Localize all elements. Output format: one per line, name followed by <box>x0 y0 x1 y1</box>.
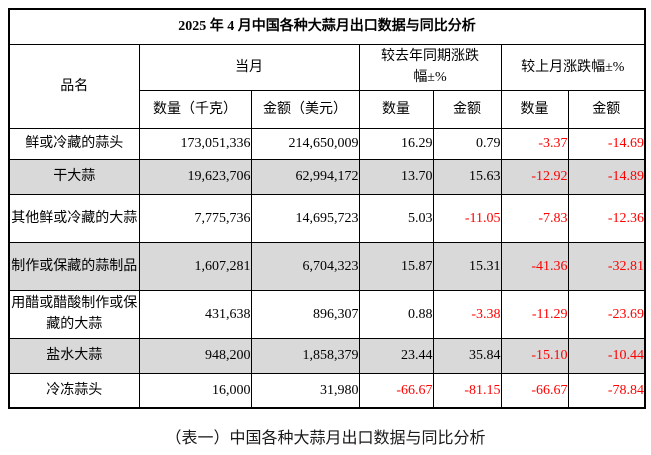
table-title: 2025 年 4 月中国各种大蒜月出口数据与同比分析 <box>8 8 646 45</box>
quantity-kg-cell: 16,000 <box>138 372 252 409</box>
column-header-mom-change: 较上月涨跌幅±% <box>500 43 646 91</box>
amount-usd-cell: 14,695,723 <box>250 193 360 243</box>
product-name-cell: 盐水大蒜 <box>8 337 140 374</box>
amount-usd-cell: 31,980 <box>250 372 360 409</box>
export-data-table: 2025 年 4 月中国各种大蒜月出口数据与同比分析 品名 当月 较去年同期涨跌… <box>8 8 647 409</box>
quantity-kg-cell: 948,200 <box>138 337 252 374</box>
quantity-kg-cell: 431,638 <box>138 289 252 339</box>
quantity-kg-cell: 19,623,706 <box>138 158 252 195</box>
amount-usd-cell: 1,858,379 <box>250 337 360 374</box>
mom-quantity-cell: -41.36 <box>500 241 569 291</box>
mom-quantity-cell: -7.83 <box>500 193 569 243</box>
table-row: 制作或保藏的蒜制品 1,607,281 6,704,323 15.87 15.3… <box>8 241 646 291</box>
mom-quantity-cell: -3.37 <box>500 127 569 160</box>
table-title-row: 2025 年 4 月中国各种大蒜月出口数据与同比分析 <box>8 8 646 45</box>
product-name-cell: 冷冻蒜头 <box>8 372 140 409</box>
column-header-product: 品名 <box>8 43 140 129</box>
yoy-quantity-cell: 15.87 <box>358 241 434 291</box>
mom-amount-cell: -10.44 <box>567 337 646 374</box>
product-name-cell: 用醋或醋酸制作或保藏的大蒜 <box>8 289 140 339</box>
product-name-cell: 其他鲜或冷藏的大蒜 <box>8 193 140 243</box>
yoy-quantity-cell: 0.88 <box>358 289 434 339</box>
yoy-quantity-cell: 5.03 <box>358 193 434 243</box>
mom-amount-cell: -23.69 <box>567 289 646 339</box>
subheader-yoy-quantity: 数量 <box>358 89 434 129</box>
amount-usd-cell: 62,994,172 <box>250 158 360 195</box>
yoy-amount-cell: 35.84 <box>432 337 502 374</box>
mom-quantity-cell: -66.67 <box>500 372 569 409</box>
product-name-cell: 鲜或冷藏的蒜头 <box>8 127 140 160</box>
subheader-amount-usd: 金额（美元） <box>250 89 360 129</box>
amount-usd-cell: 6,704,323 <box>250 241 360 291</box>
quantity-kg-cell: 173,051,336 <box>138 127 252 160</box>
mom-amount-cell: -14.89 <box>567 158 646 195</box>
mom-amount-cell: -14.69 <box>567 127 646 160</box>
subheader-quantity-kg: 数量（千克） <box>138 89 252 129</box>
yoy-quantity-cell: 23.44 <box>358 337 434 374</box>
subheader-yoy-amount: 金额 <box>432 89 502 129</box>
amount-usd-cell: 214,650,009 <box>250 127 360 160</box>
mom-quantity-cell: -11.29 <box>500 289 569 339</box>
yoy-quantity-cell: 16.29 <box>358 127 434 160</box>
table-row: 盐水大蒜 948,200 1,858,379 23.44 35.84 -15.1… <box>8 337 646 374</box>
column-header-current-month: 当月 <box>138 43 360 91</box>
yoy-quantity-cell: -66.67 <box>358 372 434 409</box>
quantity-kg-cell: 1,607,281 <box>138 241 252 291</box>
subheader-mom-amount: 金额 <box>567 89 646 129</box>
table-row: 干大蒜 19,623,706 62,994,172 13.70 15.63 -1… <box>8 158 646 195</box>
yoy-amount-cell: -3.38 <box>432 289 502 339</box>
quantity-kg-cell: 7,775,736 <box>138 193 252 243</box>
table-row: 鲜或冷藏的蒜头 173,051,336 214,650,009 16.29 0.… <box>8 127 646 160</box>
column-header-yoy-change: 较去年同期涨跌 幅±% <box>358 43 502 91</box>
amount-usd-cell: 896,307 <box>250 289 360 339</box>
mom-quantity-cell: -15.10 <box>500 337 569 374</box>
table-row: 其他鲜或冷藏的大蒜 7,775,736 14,695,723 5.03 -11.… <box>8 193 646 243</box>
yoy-amount-cell: 15.31 <box>432 241 502 291</box>
yoy-quantity-cell: 13.70 <box>358 158 434 195</box>
yoy-amount-cell: -11.05 <box>432 193 502 243</box>
product-name-cell: 制作或保藏的蒜制品 <box>8 241 140 291</box>
table-caption: （表一）中国各种大蒜月出口数据与同比分析 <box>165 430 486 447</box>
yoy-amount-cell: -81.15 <box>432 372 502 409</box>
table-header-sub-row: 数量（千克） 金额（美元） 数量 金额 数量 金额 <box>9 89 646 129</box>
yoy-amount-cell: 0.79 <box>432 127 502 160</box>
subheader-mom-quantity: 数量 <box>500 89 569 129</box>
table-row: 用醋或醋酸制作或保藏的大蒜 431,638 896,307 0.88 -3.38… <box>8 289 646 339</box>
mom-quantity-cell: -12.92 <box>500 158 569 195</box>
mom-amount-cell: -32.81 <box>567 241 646 291</box>
mom-amount-cell: -78.84 <box>567 372 646 409</box>
mom-amount-cell: -12.36 <box>567 193 646 243</box>
table-row: 冷冻蒜头 16,000 31,980 -66.67 -81.15 -66.67 … <box>8 372 646 409</box>
table-header-group-row: 品名 当月 较去年同期涨跌 幅±% 较上月涨跌幅±% <box>8 43 646 129</box>
yoy-amount-cell: 15.63 <box>432 158 502 195</box>
product-name-cell: 干大蒜 <box>8 158 140 195</box>
